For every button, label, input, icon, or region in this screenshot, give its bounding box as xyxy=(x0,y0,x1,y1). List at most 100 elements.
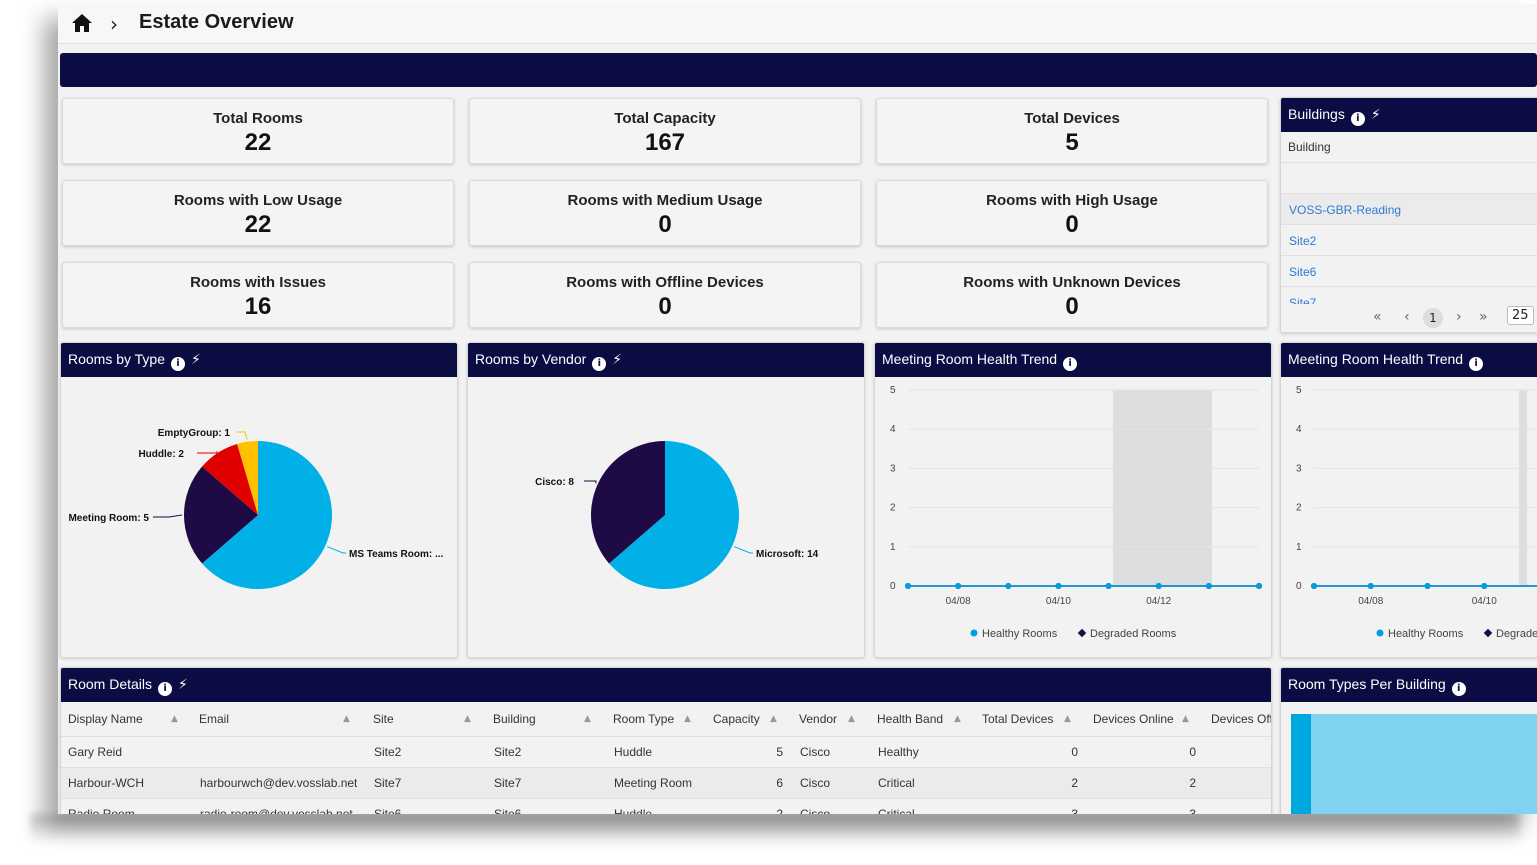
sort-arrow-icon[interactable]: ▲ xyxy=(684,714,691,724)
info-icon[interactable]: i xyxy=(592,357,607,371)
column-header[interactable]: Vendor xyxy=(799,712,838,726)
column-header[interactable]: Email xyxy=(199,712,230,726)
pie-slice[interactable] xyxy=(609,441,739,589)
pie-slice[interactable] xyxy=(591,441,665,564)
data-point[interactable] xyxy=(1311,583,1317,589)
info-icon[interactable]: i xyxy=(158,682,173,696)
legend-label[interactable]: Degrade xyxy=(1496,628,1537,640)
pie-slice[interactable] xyxy=(202,443,258,515)
column-header[interactable]: Building xyxy=(493,712,536,726)
kpi-rooms-with-issues[interactable]: Rooms with Issues 16 xyxy=(62,262,454,328)
kpi-total-capacity[interactable]: Total Capacity 167 xyxy=(469,98,861,164)
health-trend-line-chart[interactable]: 0 1 2 3 4 5 04/08 04/10 04/12 Healthy Rooms Degrad… xyxy=(875,377,1272,658)
data-point[interactable] xyxy=(955,583,962,589)
panel-title: Room Types Per Building xyxy=(1288,676,1446,692)
lightning-icon[interactable]: ⚡ xyxy=(178,677,188,693)
pager-prev-button[interactable]: ‹ xyxy=(1404,309,1410,325)
kpi-label: Rooms with Low Usage xyxy=(173,192,343,209)
data-point[interactable] xyxy=(1155,583,1162,589)
table-row[interactable] xyxy=(61,736,1271,767)
data-point[interactable] xyxy=(1005,583,1012,589)
kpi-total-rooms[interactable]: Total Rooms 22 xyxy=(62,98,454,164)
kpi-high-usage[interactable]: Rooms with High Usage 0 xyxy=(876,180,1268,246)
info-icon[interactable]: i xyxy=(1451,682,1466,696)
lightning-icon[interactable]: ⚡ xyxy=(612,352,623,368)
lightning-icon[interactable]: ⚡ xyxy=(191,352,201,368)
table-cell: Huddle xyxy=(614,807,653,814)
room-types-per-building-chart[interactable] xyxy=(1281,702,1537,814)
sort-arrow-icon[interactable]: ▲ xyxy=(1182,714,1189,724)
window-shadow xyxy=(30,814,1520,844)
sort-arrow-icon[interactable]: ▲ xyxy=(954,714,961,724)
rooms-by-type-pie-chart[interactable]: MS Teams Room: ... Meeting Room: 5 Huddle:… xyxy=(61,377,458,658)
buildings-column-header[interactable]: Building xyxy=(1288,140,1331,154)
pager-first-button[interactable]: « xyxy=(1373,309,1382,325)
data-point[interactable] xyxy=(1367,583,1374,589)
column-header[interactable]: Room Type xyxy=(613,712,675,726)
panel-title: Meeting Room Health Trend xyxy=(1288,351,1464,367)
info-icon[interactable]: i xyxy=(1063,357,1078,371)
lightning-icon[interactable]: ⚡ xyxy=(1370,107,1381,123)
column-header[interactable]: Capacity xyxy=(713,712,760,726)
pager-current-page[interactable]: 1 xyxy=(1423,308,1443,328)
data-point[interactable] xyxy=(1105,583,1112,589)
column-header[interactable]: Devices Online xyxy=(1093,712,1174,726)
pie-slice[interactable] xyxy=(183,466,258,564)
pager-next-button[interactable]: › xyxy=(1456,309,1462,325)
table-cell: radio-room@dev.vosslab.net xyxy=(200,807,353,814)
data-point[interactable] xyxy=(1256,583,1262,589)
pie-slice[interactable] xyxy=(202,441,332,589)
info-icon[interactable]: i xyxy=(1350,112,1365,126)
table-cell: Critical xyxy=(878,776,915,790)
panel-title: Meeting Room Health Trend xyxy=(882,351,1058,367)
column-header[interactable]: Total Devices xyxy=(982,712,1054,726)
building-row[interactable]: VOSS-GBR-Reading xyxy=(1281,193,1537,224)
kpi-total-devices[interactable]: Total Devices 5 xyxy=(876,98,1268,164)
legend-label[interactable]: Degraded Rooms xyxy=(1090,628,1177,640)
column-header[interactable]: Display Name xyxy=(68,712,143,726)
data-point[interactable] xyxy=(1205,583,1212,589)
pie-slice[interactable] xyxy=(237,441,258,515)
column-header[interactable]: Health Band xyxy=(877,712,944,726)
home-icon[interactable] xyxy=(70,11,94,35)
column-header[interactable]: Devices Off xyxy=(1211,712,1272,726)
building-row[interactable]: Site6 xyxy=(1281,255,1537,286)
legend-label[interactable]: Healthy Rooms xyxy=(982,628,1058,640)
legend-marker xyxy=(1483,628,1493,638)
legend-label[interactable]: Healthy Rooms xyxy=(1388,628,1464,640)
sort-arrow-icon[interactable]: ▲ xyxy=(584,714,591,724)
sort-arrow-icon[interactable]: ▲ xyxy=(848,714,855,724)
room-details-header: Room Details i ⚡ xyxy=(61,668,1271,702)
sort-arrow-icon[interactable]: ▲ xyxy=(770,714,777,724)
pager-page-size[interactable]: 25 xyxy=(1507,306,1534,325)
table-cell: Cisco xyxy=(800,776,831,790)
rooms-by-type-panel: Rooms by Type i ⚡ MS Teams Room: ... Meetin… xyxy=(60,342,458,658)
table-cell: Cisco xyxy=(800,745,831,759)
sort-arrow-icon[interactable]: ▲ xyxy=(1064,714,1071,724)
health-trend-line-chart-2[interactable]: 0 1 2 3 4 5 04/08 04/10 Healthy Rooms Degrade xyxy=(1281,377,1537,658)
building-filter-row[interactable] xyxy=(1281,162,1537,193)
pager-last-button[interactable]: » xyxy=(1479,309,1488,325)
page-title: Estate Overview xyxy=(139,11,294,33)
data-point[interactable] xyxy=(1481,583,1488,589)
info-icon[interactable]: i xyxy=(171,357,186,371)
data-point[interactable] xyxy=(1055,583,1062,589)
banner-bar xyxy=(60,53,1537,87)
kpi-unknown-devices[interactable]: Rooms with Unknown Devices 0 xyxy=(876,262,1268,328)
table-row[interactable] xyxy=(61,767,1271,798)
data-point[interactable] xyxy=(1424,583,1431,589)
data-point[interactable] xyxy=(905,583,911,589)
table-row[interactable] xyxy=(61,798,1271,814)
sort-arrow-icon[interactable]: ▲ xyxy=(343,714,350,724)
kpi-medium-usage[interactable]: Rooms with Medium Usage 0 xyxy=(469,180,861,246)
kpi-low-usage[interactable]: Rooms with Low Usage 22 xyxy=(62,180,454,246)
column-header[interactable]: Site xyxy=(373,712,394,726)
buildings-panel-header: Buildings i ⚡ xyxy=(1281,98,1537,132)
sort-arrow-icon[interactable]: ▲ xyxy=(171,714,178,724)
sort-arrow-icon[interactable]: ▲ xyxy=(464,714,471,724)
rooms-by-vendor-pie-chart[interactable]: Microsoft: 14 Cisco: 8 xyxy=(468,377,865,658)
table-cell: Critical xyxy=(878,807,915,814)
info-icon[interactable]: i xyxy=(1469,357,1484,371)
kpi-offline-devices[interactable]: Rooms with Offline Devices 0 xyxy=(469,262,861,328)
building-row[interactable]: Site2 xyxy=(1281,224,1537,255)
